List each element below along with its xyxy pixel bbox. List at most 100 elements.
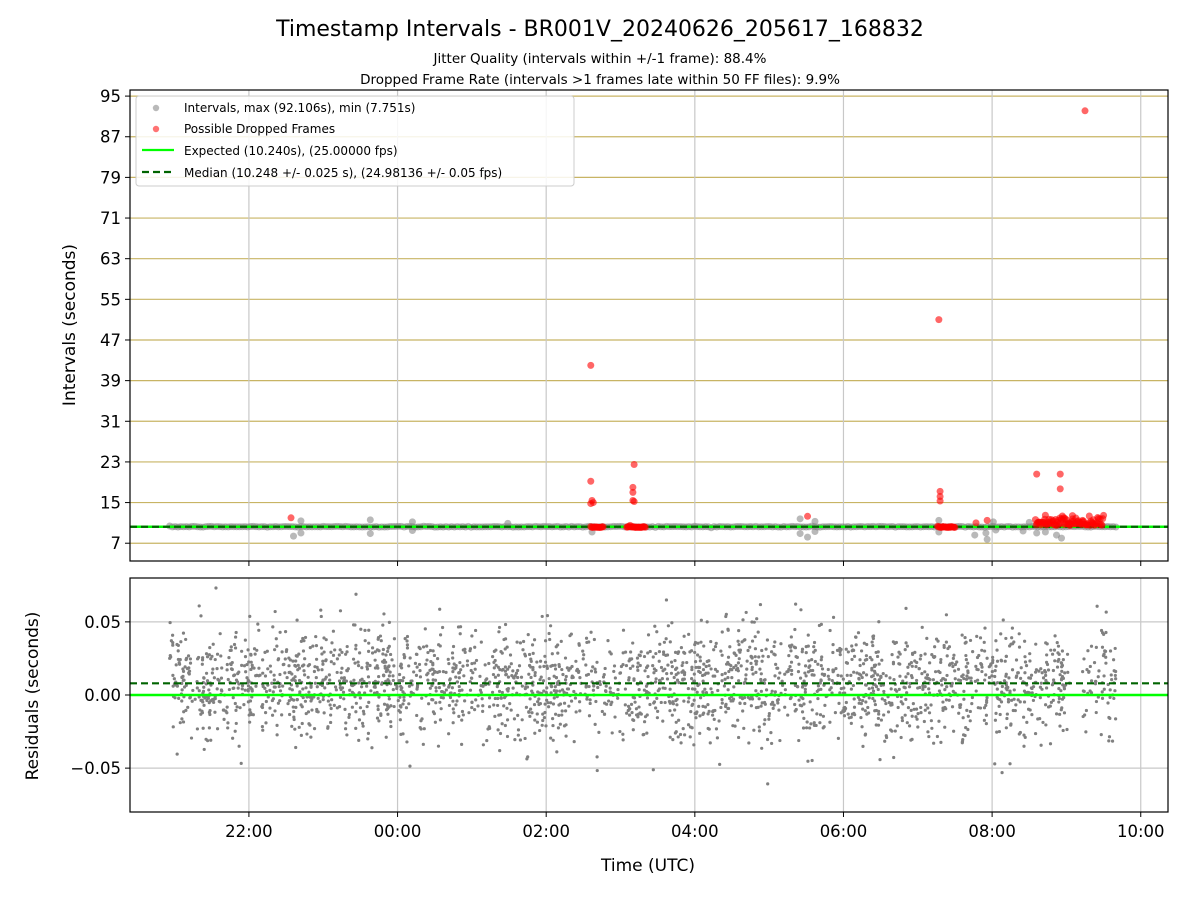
residual-point [628,666,632,671]
residual-point [722,684,727,688]
residual-point [451,721,455,725]
residual-point [802,702,806,706]
residual-point [804,726,809,730]
residual-point [563,656,568,660]
residual-point [496,673,500,677]
x-tick-label: 08:00 [968,822,1016,841]
residual-point [962,689,966,694]
residual-point [1102,674,1106,678]
residual-point [171,643,175,647]
residual-point [923,708,927,712]
residual-point [1060,665,1064,669]
residual-point [754,706,759,710]
residual-point [196,655,201,660]
residual-point [361,724,365,728]
residual-point [465,663,470,667]
residual-point [931,678,935,682]
residual-point [467,711,471,715]
residual-point [704,671,708,675]
residual-point [850,644,854,648]
residual-point [176,657,180,662]
residual-point [376,707,380,712]
residual-point [560,713,564,717]
residual-point [202,685,206,689]
residual-point [1044,660,1049,664]
residual-point [557,703,561,707]
residual-point [260,705,265,710]
residual-point [485,738,489,743]
dropped-frame-point [629,483,637,491]
interval-point [992,526,1000,534]
residual-point [964,725,968,730]
residual-point [1014,703,1018,707]
residual-point [331,629,336,633]
residual-point [736,735,741,740]
residual-point [936,639,940,643]
residual-point [1026,707,1031,711]
residual-point [230,660,234,665]
residual-point [343,707,347,711]
residual-point [399,687,403,692]
residual-point [538,701,543,706]
residual-point [273,709,277,713]
residual-point [504,673,508,677]
residual-point [701,679,705,683]
residual-point [601,675,606,679]
residual-point [360,666,364,670]
residual-point [202,676,206,680]
residual-point [887,700,891,705]
residuals-points [168,586,1118,786]
residual-point [271,625,275,629]
residual-point [874,685,879,689]
residual-point [270,681,274,685]
residual-point [1094,645,1098,649]
residual-point [1057,696,1062,701]
residual-point [708,741,712,745]
residual-point [919,653,923,658]
residual-point [271,690,275,694]
residual-point [702,662,706,666]
residual-point [268,664,272,668]
residual-point [275,733,279,737]
residual-point [282,662,286,666]
residual-point [882,689,886,694]
residual-point [316,696,320,700]
residual-point [800,704,804,708]
residual-point [1084,730,1088,734]
residual-point [458,660,462,665]
residual-point [910,664,914,668]
residual-point [769,731,773,735]
residual-point [552,696,556,700]
residual-point [490,690,495,694]
residual-point [618,671,622,675]
residual-point [574,659,578,663]
residual-point [532,702,537,707]
residual-point [213,710,217,714]
residual-point [446,657,450,661]
residual-point [755,617,759,621]
residual-point [801,683,805,687]
residual-point [1030,691,1034,695]
residual-point [432,653,437,658]
residual-point [247,713,251,717]
residual-point [524,705,529,709]
residual-point [592,684,596,688]
residual-point [518,738,523,742]
residual-point [944,698,949,702]
residual-point [812,640,817,645]
residual-point [494,648,498,652]
residual-point [947,698,951,702]
residual-point [270,713,275,717]
residual-point [699,640,703,644]
residual-point [455,680,459,684]
residual-point [929,719,933,723]
legend-marker-dropped [152,125,160,133]
residual-point [676,651,680,655]
residual-point [485,677,489,681]
residual-point [816,662,820,666]
residual-point [254,684,258,688]
residual-point [1113,689,1117,693]
residual-point [184,708,188,713]
residual-point [479,684,483,688]
residual-point [705,620,709,624]
